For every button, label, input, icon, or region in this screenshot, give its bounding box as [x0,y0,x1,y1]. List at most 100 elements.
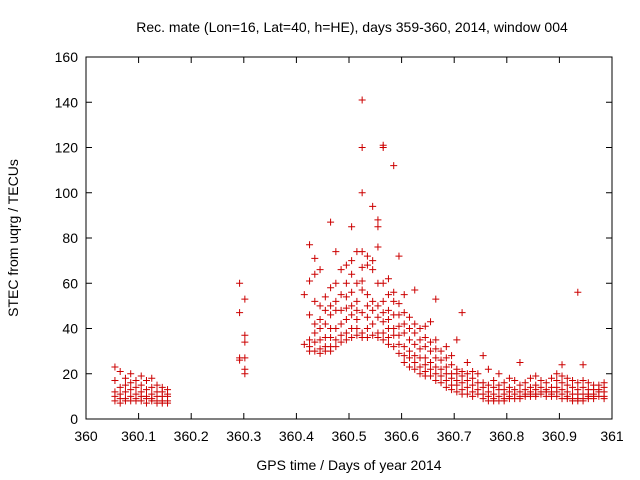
data-point [369,257,377,265]
data-point [526,374,534,382]
data-point [479,395,487,403]
data-point [353,297,361,305]
data-point [442,383,450,391]
data-point [411,365,419,373]
data-point [442,343,450,351]
data-point [574,379,582,387]
data-point [405,336,413,344]
data-point [579,361,587,369]
data-point [405,363,413,371]
data-point [379,309,387,317]
data-point [469,367,477,375]
data-point [327,334,335,342]
y-tick-label: 40 [62,321,78,337]
data-point [469,392,477,400]
data-point [121,388,129,396]
y-axis-tick-labels: 0 20 40 60 80 100 120 140 160 [55,49,79,427]
data-point [432,363,440,371]
data-point [579,377,587,385]
data-point [337,291,345,299]
data-point [358,96,366,104]
data-point [142,377,150,385]
x-tick-label: 360.7 [437,428,472,444]
x-axis-tick-labels: 360 360.1 360.2 360.3 360.4 360.5 360.6 360.7 36… [74,428,624,444]
x-tick-label: 360.5 [331,428,366,444]
data-point [111,397,119,405]
data-point [353,315,361,323]
data-point [427,338,435,346]
data-point [137,397,145,405]
data-point [463,377,471,385]
data-point [384,291,392,299]
data-point [390,343,398,351]
data-point [563,374,571,382]
data-point [558,361,566,369]
data-point [463,390,471,398]
data-point [116,399,124,407]
data-point [405,325,413,332]
data-point [448,374,456,382]
data-point [137,372,145,380]
data-point [311,338,319,346]
data-point [327,347,335,355]
x-tick-label: 361 [600,428,624,444]
data-point [374,243,382,251]
data-point [137,381,145,389]
data-point [427,372,435,380]
data-point [353,331,361,339]
data-point [348,257,356,265]
data-point [411,340,419,348]
data-point [363,325,371,332]
data-point [448,386,456,394]
data-point [395,322,403,330]
data-point [395,300,403,308]
data-point [395,349,403,357]
data-point [374,302,382,310]
data-point [400,309,408,317]
data-point [363,261,371,269]
data-point [395,311,403,319]
data-point [463,370,471,378]
data-point [337,306,345,314]
data-point [474,370,482,378]
data-point [490,383,498,391]
data-point [164,399,172,407]
data-point [348,223,356,231]
data-point [416,336,424,344]
data-point [327,302,335,310]
data-point [358,189,366,197]
x-axis-label: GPS time / Days of year 2014 [256,457,441,473]
data-point [311,320,319,328]
data-point [358,309,366,317]
data-point [358,144,366,151]
data-point [337,331,345,339]
data-point [379,336,387,344]
data-point [321,320,329,328]
data-point [400,352,408,360]
data-point [416,363,424,371]
data-point [384,315,392,323]
data-point [327,311,335,319]
data-point [148,374,156,382]
data-point [384,340,392,348]
data-point [427,318,435,326]
data-point [421,361,429,369]
data-point [342,315,350,323]
data-point [236,279,244,287]
data-point [132,383,140,391]
data-point [337,266,345,274]
data-point [400,343,408,351]
data-point [590,395,598,403]
data-point [148,383,156,391]
x-tick-label: 360 [74,428,98,444]
data-point [353,279,361,287]
data-point [516,358,524,366]
y-tick-label: 140 [55,94,79,110]
data-point [390,162,398,170]
data-point [500,397,508,405]
data-point [384,275,392,283]
data-point [353,325,361,332]
data-point [369,331,377,339]
x-tick-label: 360.3 [226,428,261,444]
data-point [316,336,324,344]
